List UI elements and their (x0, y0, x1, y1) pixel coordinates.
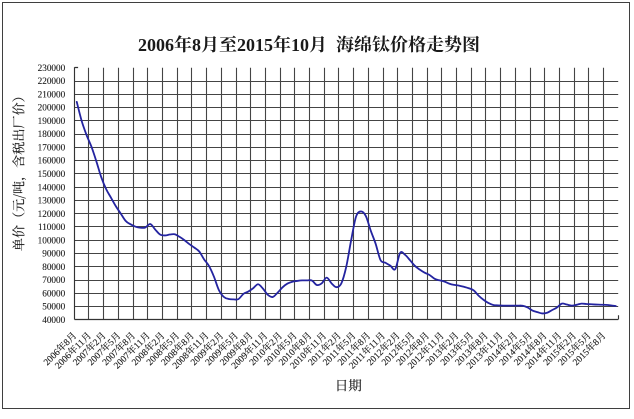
svg-text:60000: 60000 (42, 288, 65, 298)
svg-text:2: 2 (92, 337, 103, 348)
svg-text:2: 2 (386, 337, 397, 348)
svg-text:8: 8 (591, 337, 602, 348)
svg-text:8: 8 (192, 35, 201, 55)
svg-text:5: 5 (400, 337, 411, 348)
svg-text:8: 8 (356, 337, 367, 348)
svg-text:8: 8 (121, 337, 132, 348)
svg-text:5: 5 (577, 337, 588, 348)
svg-text:8: 8 (533, 337, 544, 348)
svg-text:5: 5 (518, 337, 529, 348)
svg-text:50000: 50000 (42, 302, 65, 312)
svg-text:80000: 80000 (42, 262, 65, 272)
svg-text:10: 10 (291, 35, 309, 55)
svg-text:210000: 210000 (38, 89, 66, 99)
svg-text:2015: 2015 (237, 35, 273, 55)
svg-text:5: 5 (224, 337, 235, 348)
svg-text:130000: 130000 (38, 196, 66, 206)
svg-text:2: 2 (444, 337, 455, 348)
svg-text:8: 8 (415, 337, 426, 348)
svg-text:2006: 2006 (138, 35, 174, 55)
svg-text:230000: 230000 (38, 63, 66, 73)
svg-text:8: 8 (239, 337, 250, 348)
svg-text:8: 8 (297, 337, 308, 348)
svg-text:2: 2 (503, 337, 514, 348)
svg-text:5: 5 (165, 337, 176, 348)
svg-text:90000: 90000 (42, 249, 65, 259)
svg-text:120000: 120000 (38, 209, 66, 219)
svg-text:200000: 200000 (38, 103, 66, 113)
svg-text:2: 2 (268, 337, 279, 348)
svg-text:140000: 140000 (38, 182, 66, 192)
svg-text:8: 8 (180, 337, 191, 348)
svg-text:190000: 190000 (38, 116, 66, 126)
svg-text:170000: 170000 (38, 142, 66, 152)
svg-text:110000: 110000 (38, 222, 66, 232)
svg-text:2: 2 (327, 337, 338, 348)
svg-text:150000: 150000 (38, 169, 66, 179)
svg-text:2: 2 (150, 337, 161, 348)
svg-text:220000: 220000 (38, 76, 66, 86)
svg-text:70000: 70000 (42, 275, 65, 285)
svg-text:8: 8 (62, 337, 73, 348)
svg-text:40000: 40000 (42, 315, 65, 325)
svg-text:5: 5 (459, 337, 470, 348)
svg-text:2: 2 (562, 337, 573, 348)
svg-text:5: 5 (283, 337, 294, 348)
svg-text:160000: 160000 (38, 156, 66, 166)
svg-text:8: 8 (474, 337, 485, 348)
svg-text:5: 5 (341, 337, 352, 348)
svg-text:180000: 180000 (38, 129, 66, 139)
svg-text:5: 5 (106, 337, 117, 348)
svg-text:100000: 100000 (38, 235, 66, 245)
svg-text:2: 2 (209, 337, 220, 348)
